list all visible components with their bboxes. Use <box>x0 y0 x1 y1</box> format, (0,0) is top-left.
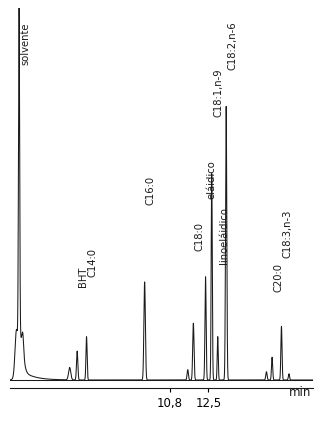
Text: C18:3,n-3: C18:3,n-3 <box>283 210 293 258</box>
Text: BHT: BHT <box>78 267 88 287</box>
Text: C20:0: C20:0 <box>273 263 283 292</box>
Text: C18:1,n-9: C18:1,n-9 <box>213 68 223 117</box>
Text: solvente: solvente <box>20 23 30 65</box>
Text: C14:0: C14:0 <box>88 248 98 277</box>
Text: C18:2,n-6: C18:2,n-6 <box>227 22 237 70</box>
Text: C18:0: C18:0 <box>195 222 205 251</box>
Text: eláidico: eláidico <box>207 161 217 199</box>
Text: min: min <box>289 386 311 399</box>
Text: linoeláidico: linoeláidico <box>219 208 229 265</box>
Text: C16:0: C16:0 <box>146 176 156 205</box>
